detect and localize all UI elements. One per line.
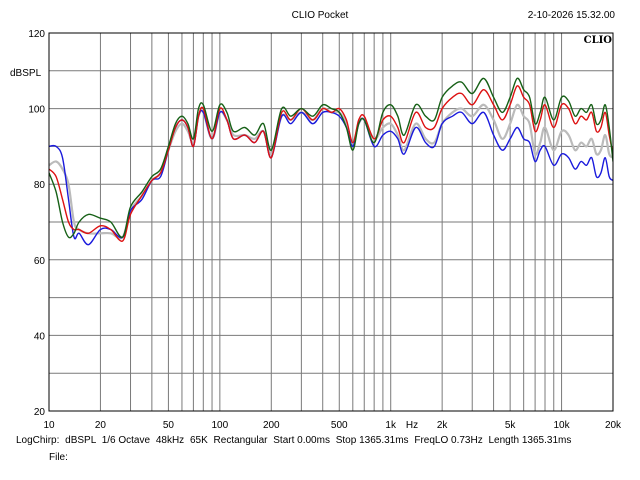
info-size: 65K: [189, 435, 208, 446]
x-tick-label: 20k: [605, 420, 622, 431]
info-sample-rate: 48kHz: [155, 435, 185, 446]
x-tick-label: 1k: [385, 420, 397, 431]
x-tick-label: 5k: [505, 420, 517, 431]
y-tick-label: 40: [34, 331, 46, 342]
x-axis-label: Hz: [406, 420, 418, 431]
x-axis: 10 20 50 100 200 500 1k 2k 5k 10k 20k: [43, 420, 622, 431]
x-tick-label: 200: [263, 420, 280, 431]
x-tick-label: 10k: [554, 420, 571, 431]
y-axis-label: dBSPL: [10, 68, 42, 79]
file-label: File:: [49, 452, 68, 463]
info-smoothing: 1/6 Octave: [101, 435, 151, 446]
chart-title: CLIO Pocket: [291, 10, 349, 21]
info-stop: Stop 1365.31ms: [335, 435, 409, 446]
x-tick-label: 100: [212, 420, 229, 431]
y-tick-label: 80: [34, 180, 46, 191]
timestamp: 2-10-2026 15.32.00: [527, 10, 615, 21]
series-line-2: [49, 85, 613, 242]
info-length: Length 1365.31ms: [488, 435, 572, 446]
x-tick-label: 20: [95, 420, 107, 431]
series-line-3: [49, 77, 613, 239]
info-window: Rectangular: [213, 435, 268, 446]
info-start: Start 0.00ms: [273, 435, 330, 446]
y-tick-label: 120: [28, 29, 45, 40]
series-group: [49, 77, 613, 246]
grid: [49, 33, 613, 411]
x-tick-label: 10: [43, 420, 55, 431]
x-tick-label: 2k: [437, 420, 449, 431]
y-tick-label: 100: [28, 105, 45, 116]
y-tick-label: 20: [34, 407, 46, 418]
info-mode: LogChirp:: [16, 435, 60, 446]
x-tick-label: 50: [163, 420, 175, 431]
info-unit: dBSPL: [65, 435, 96, 446]
measurement-info-bar: LogChirp: dBSPL 1/6 Octave 48kHz 65K Rec…: [16, 435, 571, 447]
series-line-1: [49, 109, 613, 246]
clio-logo: CLIO: [584, 35, 613, 46]
y-axis: 20 40 60 80 100 120: [28, 29, 45, 418]
y-tick-label: 60: [34, 256, 46, 267]
series-line-0: [49, 103, 613, 240]
info-freqlo: FreqLO 0.73Hz: [414, 435, 483, 446]
x-tick-label: 500: [331, 420, 348, 431]
plot-frame: [48, 32, 614, 412]
